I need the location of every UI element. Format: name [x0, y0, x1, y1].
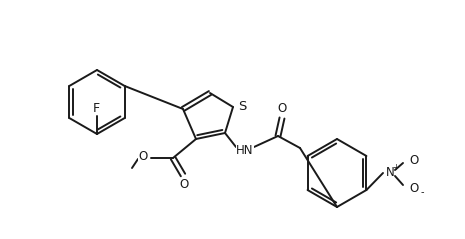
Text: O: O	[409, 181, 418, 195]
Text: O: O	[409, 153, 418, 167]
Text: S: S	[238, 99, 246, 113]
Text: O: O	[179, 178, 189, 190]
Text: O: O	[139, 151, 147, 163]
Text: O: O	[278, 103, 286, 115]
Text: HN: HN	[236, 143, 254, 157]
Text: F: F	[93, 102, 100, 114]
Text: N: N	[385, 167, 394, 179]
Text: +: +	[392, 163, 399, 172]
Text: -: -	[420, 187, 424, 197]
